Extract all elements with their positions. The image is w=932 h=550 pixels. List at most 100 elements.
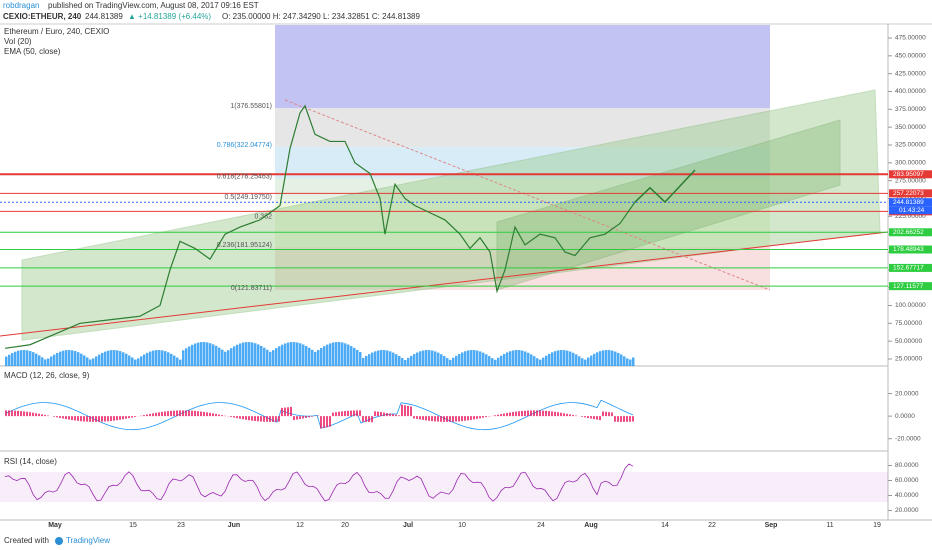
- histogram: [152, 413, 154, 417]
- histogram: [572, 414, 574, 417]
- volume-bar: [386, 350, 389, 366]
- histogram: [323, 416, 325, 428]
- histogram: [194, 410, 196, 417]
- histogram: [71, 416, 73, 421]
- histogram: [398, 415, 400, 417]
- histogram: [215, 413, 217, 417]
- histogram: [53, 416, 55, 417]
- volume-bar: [554, 351, 557, 366]
- histogram: [56, 416, 58, 418]
- histogram: [596, 416, 598, 420]
- y-tick-label: -20.0000: [895, 435, 921, 442]
- volume-bar: [71, 350, 74, 366]
- histogram: [272, 416, 274, 422]
- histogram: [239, 416, 241, 419]
- histogram: [329, 416, 331, 427]
- volume-bar: [362, 357, 365, 366]
- volume-bar: [563, 350, 566, 366]
- level-label: 257.22073: [893, 190, 924, 197]
- volume-bar: [575, 354, 578, 366]
- volume-bar: [155, 350, 158, 366]
- volume-bar: [89, 359, 92, 366]
- last: 244.81389: [85, 12, 123, 21]
- histogram: [8, 410, 10, 417]
- y-tick-label: 80.0000: [895, 462, 919, 469]
- histogram: [611, 412, 613, 417]
- histogram: [344, 411, 346, 417]
- level-badge: [889, 198, 932, 207]
- volume-bar: [629, 359, 632, 366]
- volume-bar: [299, 343, 302, 366]
- timer-badge: [889, 206, 932, 215]
- volume-bar: [590, 355, 593, 366]
- volume-bar: [320, 348, 323, 366]
- volume-bar: [491, 358, 494, 366]
- volume-bar: [524, 351, 527, 366]
- volume-bar: [20, 350, 23, 366]
- volume-bar: [137, 358, 140, 366]
- level-badge: [889, 228, 932, 237]
- x-tick-label: 14: [661, 522, 669, 529]
- volume-bar: [404, 359, 407, 366]
- histogram: [77, 416, 79, 421]
- volume-bar: [215, 345, 218, 366]
- volume-bar: [614, 351, 617, 366]
- volume-bar: [44, 359, 47, 366]
- volume-bar: [284, 343, 287, 366]
- volume-bar: [263, 347, 266, 366]
- histogram: [29, 412, 31, 417]
- histogram: [347, 410, 349, 417]
- volume-bar: [626, 358, 629, 366]
- histogram: [47, 415, 49, 417]
- fib-label: 1(376.55801): [230, 103, 272, 110]
- level-badge: [889, 245, 932, 254]
- histogram: [551, 411, 553, 417]
- volume-bar: [170, 353, 173, 366]
- histogram: [395, 414, 397, 417]
- histogram: [560, 412, 562, 417]
- y-tick-label: 400.00000: [895, 88, 926, 95]
- histogram: [284, 407, 286, 417]
- histogram: [377, 411, 379, 417]
- volume-bar: [53, 354, 56, 366]
- volume-bar: [536, 358, 539, 366]
- histogram: [260, 416, 262, 422]
- chart-title: Ethereum / Euro, 240, CEXIO: [4, 27, 109, 36]
- volume-bar: [632, 357, 635, 366]
- volume-bar: [476, 350, 479, 366]
- ohlc: O: 235.00000 H: 247.34290 L: 234.32851 C…: [222, 12, 420, 21]
- volume-bar: [470, 350, 473, 366]
- histogram: [494, 415, 496, 417]
- histogram: [326, 416, 328, 428]
- histogram: [623, 416, 625, 422]
- volume-bar: [206, 342, 209, 366]
- volume-bar: [281, 344, 284, 366]
- volume-bar: [272, 350, 275, 366]
- volume-bar: [551, 352, 554, 366]
- histogram: [128, 416, 130, 419]
- volume-bar: [125, 353, 128, 366]
- histogram: [599, 416, 601, 421]
- histogram: [419, 416, 421, 420]
- histogram: [254, 416, 256, 421]
- histogram: [359, 410, 361, 417]
- y-tick-label: 475.00000: [895, 35, 926, 42]
- histogram: [434, 416, 436, 422]
- volume-bar: [56, 352, 59, 366]
- volume-bar: [332, 342, 335, 366]
- volume-bar: [341, 342, 344, 366]
- histogram: [200, 411, 202, 417]
- volume-bar: [119, 351, 122, 366]
- volume-bar: [518, 350, 521, 366]
- volume-bar: [191, 344, 194, 366]
- histogram: [290, 406, 292, 417]
- volume-bar: [413, 354, 416, 366]
- volume-bar: [416, 352, 419, 366]
- histogram: [470, 416, 472, 420]
- histogram: [542, 410, 544, 417]
- histogram: [500, 414, 502, 417]
- volume-bar: [296, 342, 299, 366]
- histogram: [68, 416, 70, 420]
- histogram: [107, 416, 109, 422]
